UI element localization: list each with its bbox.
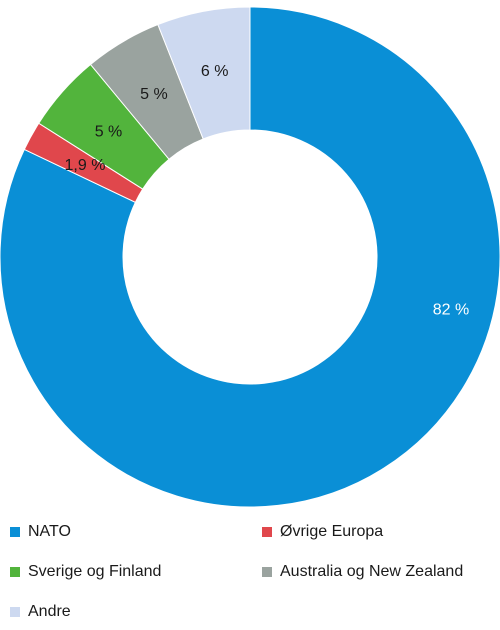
donut-chart-svg: 82 % 1,9 % 5 % 5 % 6 % (0, 6, 500, 508)
slice-label-1: 1,9 % (65, 157, 106, 174)
legend-swatch (10, 567, 20, 577)
slice-label-0: 82 % (433, 302, 469, 319)
slice-label-3: 5 % (140, 86, 168, 103)
legend-label: Sverige og Finland (28, 563, 162, 580)
slice-label-4: 6 % (201, 63, 229, 80)
legend-item-ovrige-europa: Øvrige Europa (262, 522, 383, 542)
legend-label: NATO (28, 523, 71, 540)
legend-swatch (262, 527, 272, 537)
slice-label-2: 5 % (95, 124, 123, 141)
legend-swatch (262, 567, 272, 577)
legend-item-australia-og-new-zealand: Australia og New Zealand (262, 562, 463, 582)
donut-chart: 82 % 1,9 % 5 % 5 % 6 % (0, 6, 500, 508)
legend-item-nato: NATO (10, 522, 71, 542)
donut-slice-4 (157, 6, 251, 140)
chart-legend: NATO Øvrige Europa Sverige og Finland Au… (0, 512, 500, 630)
legend-label: Australia og New Zealand (280, 563, 464, 580)
legend-item-sverige-og-finland: Sverige og Finland (10, 562, 161, 582)
legend-item-andre: Andre (10, 602, 71, 622)
legend-swatch (10, 607, 20, 617)
legend-label: Andre (28, 603, 71, 620)
legend-swatch (10, 527, 20, 537)
donut-slice-0 (0, 6, 500, 508)
legend-label: Øvrige Europa (280, 523, 384, 540)
